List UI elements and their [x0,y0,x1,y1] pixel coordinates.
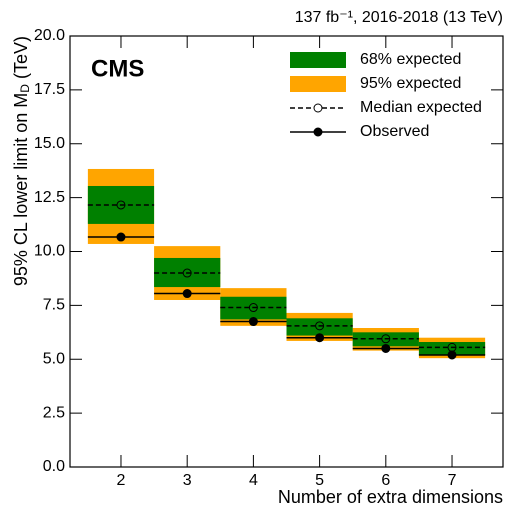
observed-marker [447,350,457,360]
x-tick-label: 7 [448,472,457,489]
y-tick-label: 5.0 [43,350,65,367]
legend-marker [313,127,323,137]
y-axis-label: 95% CL lower limit on MD (TeV) [11,36,32,286]
band [418,342,486,355]
observed-marker [248,317,258,327]
median-marker [248,303,258,313]
legend-label: Observed [360,123,429,140]
y-tick-label: 7.5 [43,297,65,314]
median-marker [182,268,192,278]
median-marker [116,200,126,210]
legend-swatch [290,52,346,68]
median-marker [315,321,325,331]
x-tick-label: 3 [183,472,192,489]
legend-swatch [290,76,346,92]
y-tick-label: 12.5 [34,189,65,206]
y-tick-label: 17.5 [34,81,65,98]
observed-marker [182,289,192,299]
legend-label: 95% expected [360,75,461,92]
legend-label: Median expected [360,99,482,116]
y-axis-label-end: (TeV) [11,36,31,84]
x-tick-label: 5 [315,472,324,489]
legend-marker [313,103,323,113]
y-tick-label: 20.0 [34,27,65,44]
y-tick-label: 15.0 [34,135,65,152]
band [286,318,353,336]
x-tick-label: 2 [117,472,126,489]
x-tick-label: 4 [249,472,258,489]
y-axis-label-main: 95% CL lower limit on M [11,93,31,286]
legend-label: 68% expected [360,51,461,68]
observed-marker [381,343,391,353]
observed-marker [315,333,325,343]
y-axis-label-sub: D [18,84,32,93]
x-tick-label: 6 [381,472,390,489]
chart-title: 137 fb⁻¹, 2016-2018 (13 TeV) [295,9,503,26]
cms-label: CMS [91,55,144,82]
observed-marker [116,232,126,242]
x-axis-label: Number of extra dimensions [278,487,503,507]
y-tick-label: 0.0 [43,458,65,475]
y-tick-label: 10.0 [34,243,65,260]
median-marker [381,334,391,344]
y-tick-label: 2.5 [43,404,65,421]
